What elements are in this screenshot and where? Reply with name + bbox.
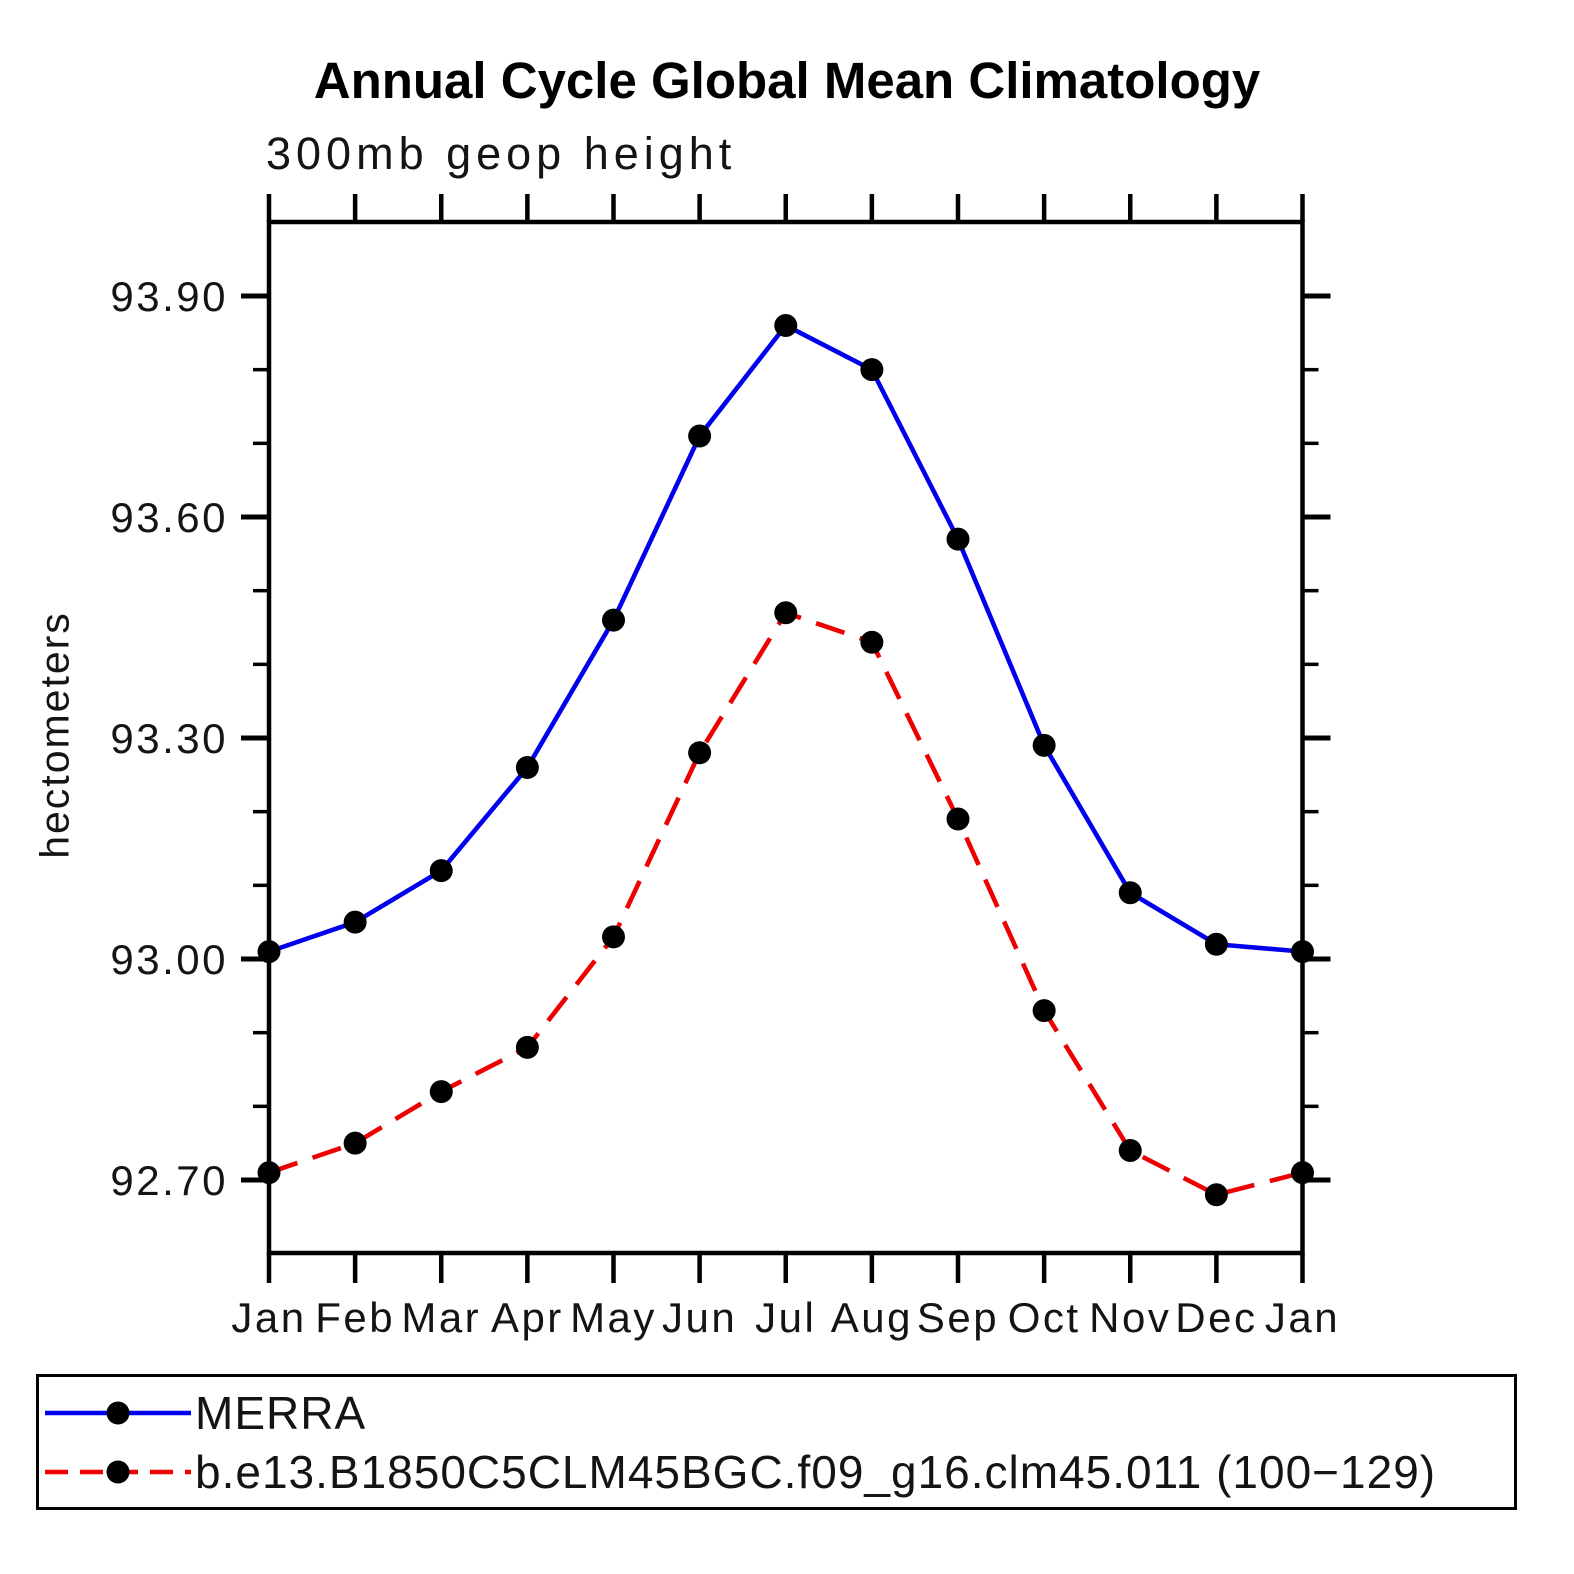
data-point-marker: [343, 1131, 367, 1155]
data-point-marker: [1032, 733, 1056, 757]
data-point-marker: [1291, 1161, 1314, 1185]
data-point-marker: [774, 601, 798, 625]
data-point-marker: [1204, 932, 1228, 956]
legend-swatch: [45, 1460, 191, 1483]
data-point-marker: [1118, 1139, 1142, 1163]
data-point-marker: [774, 313, 798, 337]
x-axis-tick-label: Jan: [1265, 1294, 1340, 1341]
legend-swatch: [45, 1401, 191, 1424]
x-axis-tick-label: Sep: [917, 1294, 999, 1341]
data-point-marker: [602, 925, 625, 949]
x-axis-tick-label: Jan: [231, 1294, 306, 1341]
data-point-marker: [860, 630, 884, 654]
data-point-marker: [602, 608, 625, 632]
x-axis-tick-label: Apr: [491, 1294, 564, 1341]
data-point-marker: [688, 741, 712, 765]
x-axis-tick-label: Nov: [1089, 1294, 1171, 1341]
data-point-marker: [1291, 940, 1314, 964]
legend-entry: MERRA: [39, 1390, 1514, 1436]
legend-entry: b.e13.B1850C5CLM45BGC.f09_g16.clm45.011 …: [39, 1449, 1514, 1495]
legend-marker-dot-icon: [106, 1460, 130, 1483]
data-point-marker: [257, 1161, 281, 1185]
axis-box: [266, 219, 1305, 1256]
y-axis-tick-label: 93.30: [110, 715, 228, 762]
x-axis-tick-label: Dec: [1175, 1294, 1257, 1341]
y-axis-tick-label: 92.70: [110, 1157, 228, 1204]
legend-marker-dot-icon: [106, 1401, 130, 1424]
data-point-marker: [429, 1080, 453, 1104]
data-point-marker: [946, 807, 970, 831]
x-axis-tick-label: Mar: [401, 1294, 481, 1341]
chart-title: Annual Cycle Global Mean Climatology: [313, 52, 1261, 109]
data-point-marker: [515, 755, 539, 779]
chart-subtitle: 300mb geop height: [266, 128, 737, 179]
legend-label: MERRA: [195, 1386, 367, 1439]
data-point-marker: [688, 424, 712, 448]
x-axis-tick-label: Jul: [755, 1294, 816, 1341]
data-point-marker: [343, 910, 367, 934]
x-axis-tick-label: Aug: [831, 1294, 913, 1341]
x-axis-tick-label: May: [570, 1294, 657, 1341]
x-axis-tick-label: Oct: [1008, 1294, 1081, 1341]
x-axis-tick-label: Feb: [315, 1294, 395, 1341]
y-axis-tick-label: 93.00: [110, 936, 228, 983]
data-point-marker: [946, 527, 970, 551]
series-line-merra: [268, 323, 1303, 954]
y-axis-tick-label: 93.60: [110, 494, 228, 541]
data-point-marker: [429, 859, 453, 883]
legend-label: b.e13.B1850C5CLM45BGC.f09_g16.clm45.011 …: [195, 1445, 1437, 1498]
y-axis-tick-label: 93.90: [110, 273, 228, 320]
legend: MERRA b.e13.B1850C5CLM45BGC.f09_g16.clm45…: [36, 1374, 1517, 1510]
data-point-marker: [515, 1035, 539, 1059]
x-axis-tick-label: Jun: [662, 1294, 737, 1341]
data-point-marker: [1032, 999, 1056, 1023]
data-point-marker: [1204, 1183, 1228, 1207]
data-point-marker: [1118, 881, 1142, 905]
data-point-marker: [860, 358, 884, 382]
data-point-marker: [257, 940, 281, 964]
